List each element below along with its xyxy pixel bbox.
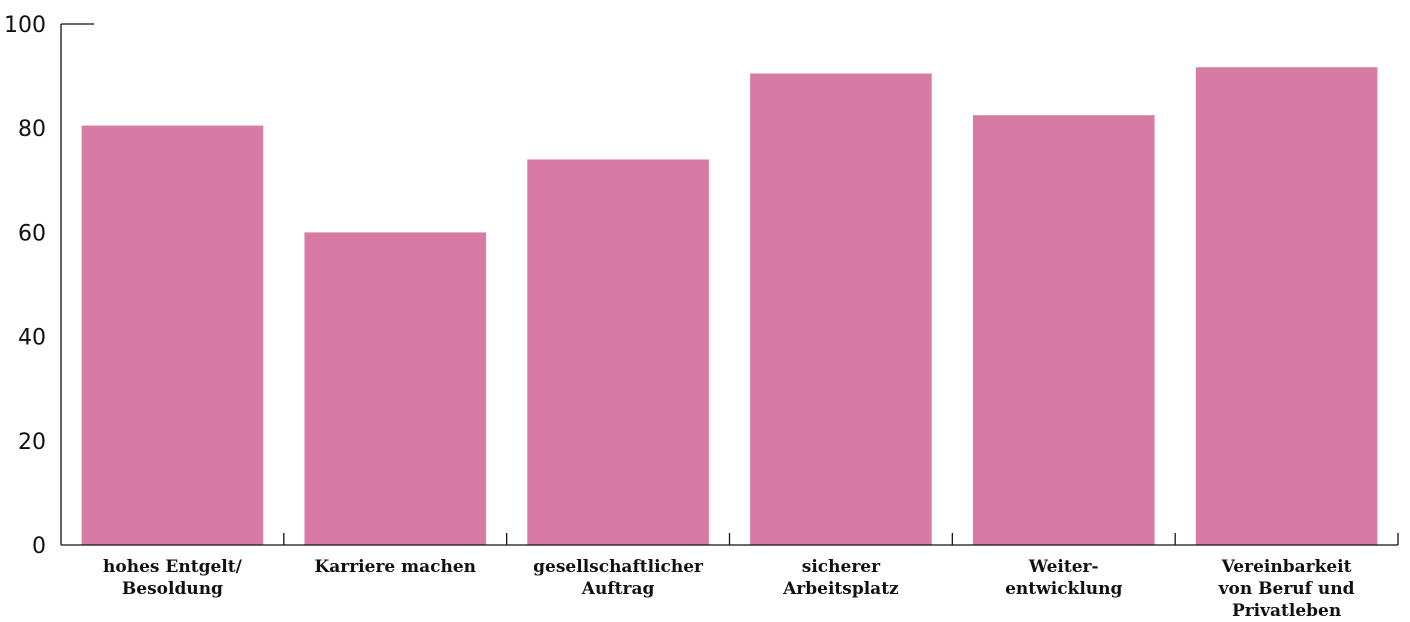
x-tick-label-line: Vereinbarkeit (1221, 557, 1352, 577)
y-tick-label-5: 100 (4, 13, 46, 38)
x-tick-label-line: Weiter- (1028, 557, 1099, 577)
x-tick-label-1: Karriere machen (314, 557, 476, 577)
bar-2 (527, 159, 709, 545)
x-tick-label-line: Arbeitsplatz (782, 579, 899, 599)
x-tick-label-line: hohes Entgelt/ (103, 557, 243, 577)
bar-3 (750, 74, 932, 546)
y-tick-label-0: 0 (32, 534, 46, 559)
bar-5 (1196, 67, 1378, 545)
bar-0 (82, 126, 264, 545)
y-tick-label-2: 40 (18, 326, 46, 351)
x-tick-label-line: Auftrag (581, 579, 655, 599)
y-tick-label-4: 80 (18, 117, 46, 142)
x-tick-label-line: Besoldung (122, 579, 223, 599)
y-tick-label-3: 60 (18, 221, 46, 246)
x-tick-label-0: hohes Entgelt/Besoldung (103, 557, 243, 599)
x-tick-label-3: sicherer Arbeitsplatz (782, 557, 899, 599)
x-tick-label-line: sicherer (802, 557, 881, 577)
x-tick-label-line: gesellschaftlicher (533, 557, 704, 577)
x-tick-label-line: von Beruf und (1218, 579, 1355, 599)
x-tick-label-4: Weiter-entwicklung (1005, 557, 1122, 599)
x-tick-label-2: gesellschaftlicher Auftrag (533, 557, 704, 599)
x-tick-label-line: Privatleben (1232, 601, 1341, 621)
x-tick-label-line: Karriere machen (314, 557, 476, 577)
x-tick-label-5: Vereinbarkeit von Beruf und Privatleben (1218, 557, 1355, 621)
bar-1 (304, 232, 486, 545)
bars-layer (82, 67, 1378, 545)
x-tick-label-line: entwicklung (1005, 579, 1122, 599)
bar-4 (973, 115, 1155, 545)
y-tick-label-1: 20 (18, 430, 46, 455)
